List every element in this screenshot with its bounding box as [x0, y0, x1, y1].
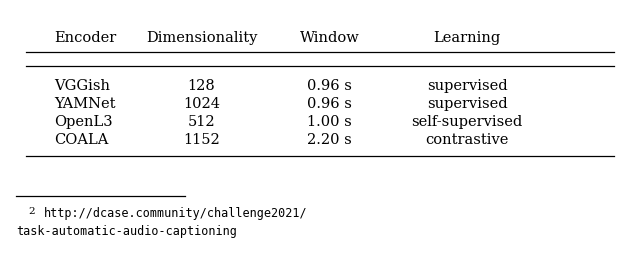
Text: 128: 128	[188, 79, 216, 93]
Text: self-supervised: self-supervised	[412, 115, 523, 129]
Text: Encoder: Encoder	[54, 31, 116, 45]
Text: supervised: supervised	[427, 79, 508, 93]
Text: supervised: supervised	[427, 97, 508, 111]
Text: 1.00 s: 1.00 s	[307, 115, 352, 129]
Text: OpenL3: OpenL3	[54, 115, 113, 129]
Text: 1152: 1152	[183, 133, 220, 147]
Text: 0.96 s: 0.96 s	[307, 97, 352, 111]
Text: Dimensionality: Dimensionality	[146, 31, 257, 45]
Text: 1024: 1024	[183, 97, 220, 111]
Text: Window: Window	[300, 31, 360, 45]
Text: COALA: COALA	[54, 133, 109, 147]
Text: Learning: Learning	[433, 31, 501, 45]
Text: 2.20 s: 2.20 s	[307, 133, 352, 147]
Text: task-automatic-audio-captioning: task-automatic-audio-captioning	[16, 224, 237, 237]
Text: VGGish: VGGish	[54, 79, 111, 93]
Text: contrastive: contrastive	[426, 133, 509, 147]
Text: 0.96 s: 0.96 s	[307, 79, 352, 93]
Text: 2: 2	[28, 207, 35, 216]
Text: YAMNet: YAMNet	[54, 97, 116, 111]
Text: http://dcase.community/challenge2021/: http://dcase.community/challenge2021/	[44, 206, 308, 220]
Text: 512: 512	[188, 115, 216, 129]
